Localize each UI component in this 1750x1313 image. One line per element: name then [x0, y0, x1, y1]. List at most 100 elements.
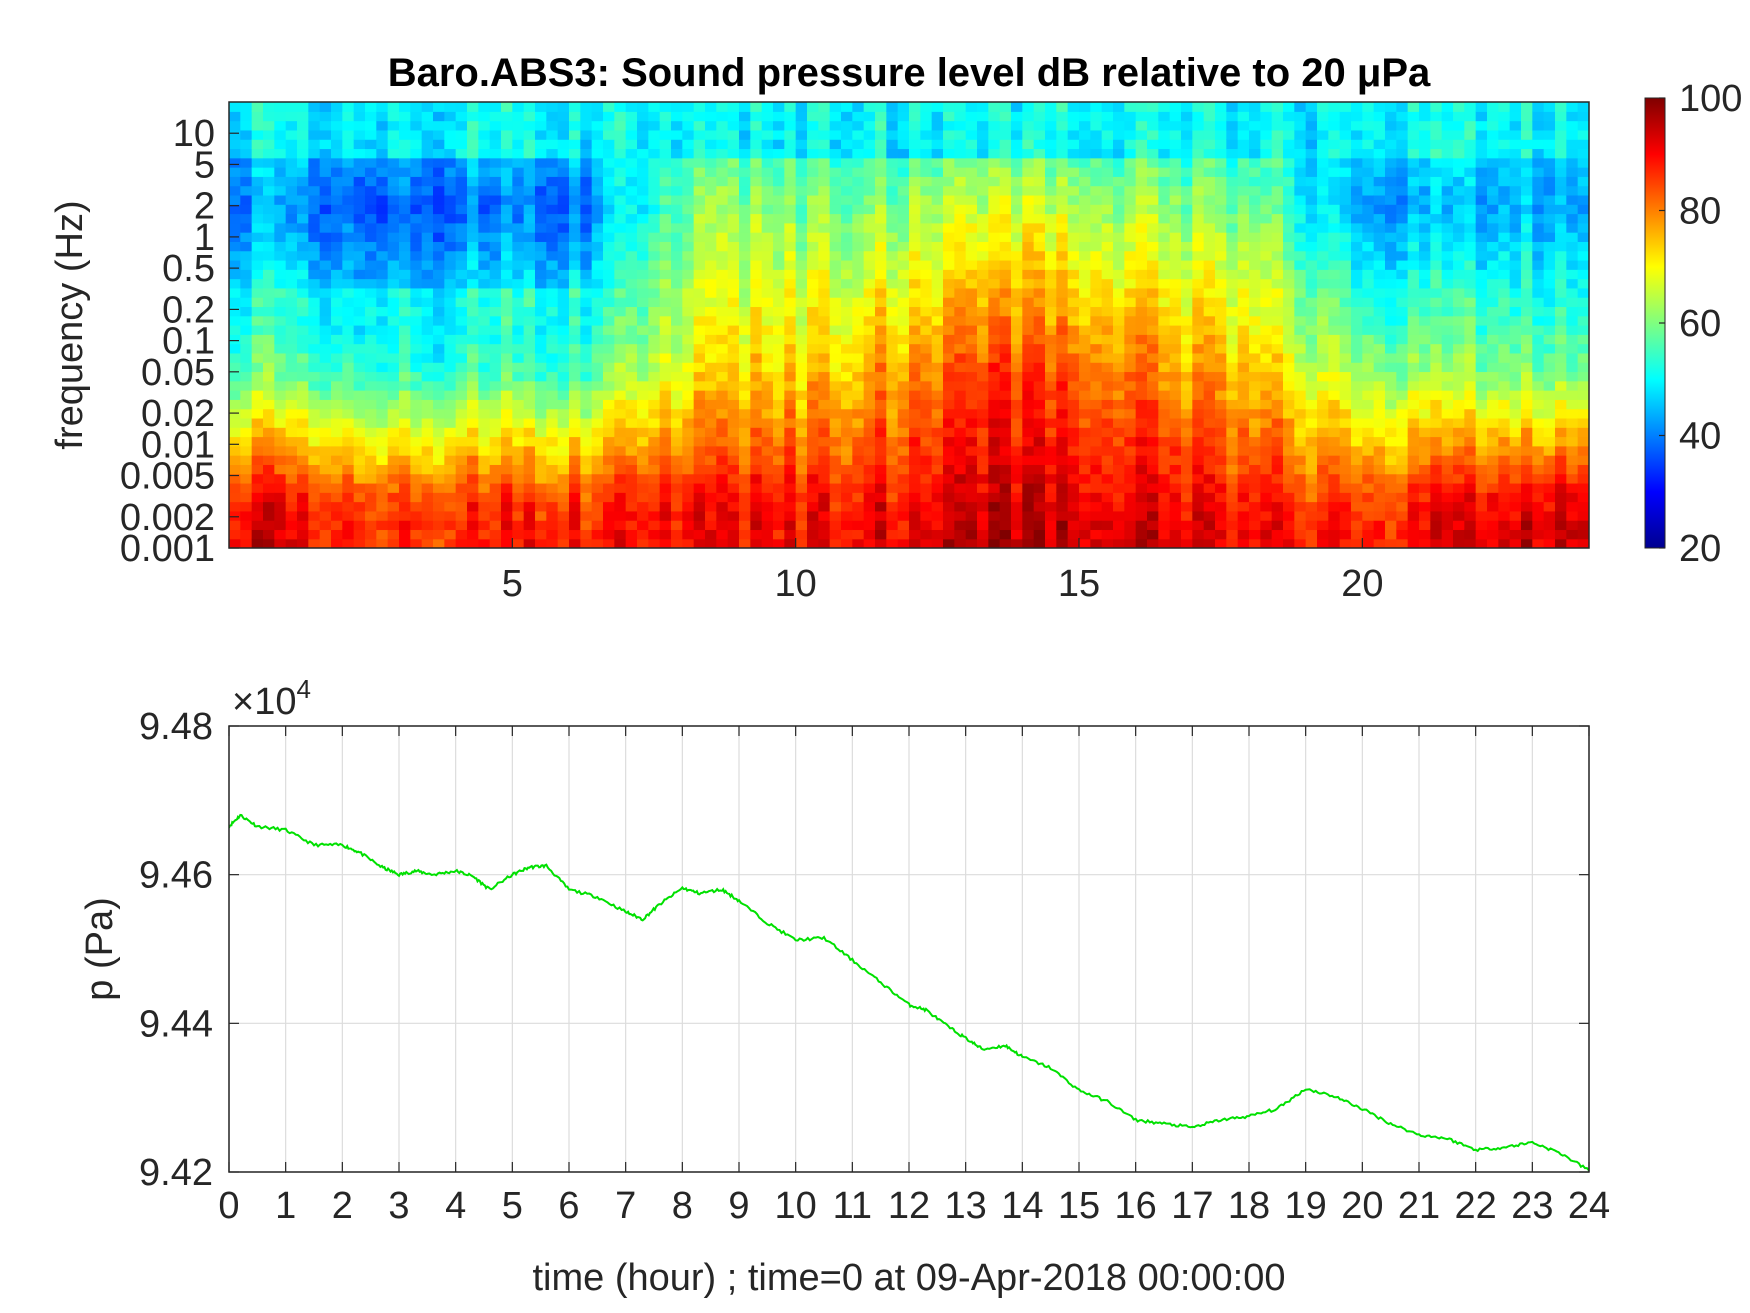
heatmap-cell — [897, 278, 910, 289]
heatmap-cell — [1135, 129, 1148, 140]
heatmap-cell — [965, 129, 978, 140]
heatmap-cell — [818, 148, 831, 159]
heatmap-cell — [1147, 222, 1159, 233]
heatmap-cell — [909, 510, 921, 521]
heatmap-cell — [523, 417, 536, 428]
heatmap-cell — [1226, 529, 1239, 540]
heatmap-cell — [1317, 427, 1329, 438]
heatmap-cell — [659, 157, 672, 168]
heatmap-cell — [489, 334, 502, 345]
heatmap-cell — [1158, 334, 1171, 345]
heatmap-cell — [1305, 185, 1318, 196]
heatmap-cell — [478, 213, 491, 224]
heatmap-cell — [421, 102, 434, 112]
heatmap-cell — [637, 334, 649, 345]
heatmap-cell — [863, 408, 876, 419]
heatmap-cell — [1079, 259, 1091, 270]
heatmap-cell — [591, 455, 604, 465]
heatmap-cell — [1215, 139, 1227, 150]
heatmap-cell — [625, 473, 638, 484]
heatmap-cell — [671, 492, 683, 503]
heatmap-cell — [1181, 501, 1193, 512]
heatmap-cell — [410, 157, 423, 168]
heatmap-cell — [410, 334, 423, 345]
heatmap-cell — [478, 269, 491, 280]
heatmap-cell — [920, 129, 933, 140]
heatmap-cell — [1283, 306, 1295, 317]
heatmap-cell — [455, 408, 468, 419]
heatmap-cell — [387, 482, 400, 493]
heatmap-cell — [319, 111, 332, 122]
heatmap-cell — [1101, 278, 1114, 289]
heatmap-cell — [943, 529, 955, 540]
heatmap-cell — [297, 297, 309, 308]
heatmap-cell — [297, 222, 309, 233]
heatmap-cell — [501, 510, 513, 521]
heatmap-cell — [1090, 334, 1103, 345]
heatmap-cell — [229, 204, 241, 215]
heatmap-cell — [659, 510, 672, 521]
heatmap-cell — [308, 455, 321, 465]
heatmap-cell — [251, 492, 264, 503]
heatmap-cell — [1294, 102, 1307, 112]
heatmap-cell — [625, 538, 638, 548]
heatmap-cell — [1158, 102, 1171, 112]
heatmap-cell — [682, 436, 695, 447]
heatmap-cell — [1203, 297, 1216, 308]
heatmap-cell — [1056, 157, 1069, 168]
heatmap-cell — [1090, 343, 1103, 354]
heatmap-cell — [399, 427, 411, 438]
heatmap-cell — [1237, 427, 1250, 438]
heatmap-cell — [920, 194, 933, 205]
heatmap-cell — [705, 501, 717, 512]
heatmap-cell — [863, 352, 876, 363]
heatmap-cell — [342, 445, 355, 456]
heatmap-cell — [727, 232, 740, 242]
heatmap-cell — [1011, 520, 1023, 531]
heatmap-cell — [773, 529, 785, 540]
heatmap-cell — [535, 445, 547, 456]
heatmap-cell — [1271, 538, 1284, 548]
heatmap-cell — [285, 269, 298, 280]
heatmap-cell — [387, 529, 400, 540]
heatmap-cell — [467, 399, 479, 410]
heatmap-cell — [387, 362, 400, 373]
heatmap-cell — [353, 334, 366, 345]
heatmap-cell — [886, 427, 899, 438]
heatmap-cell — [1260, 371, 1273, 382]
heatmap-cell — [637, 371, 649, 382]
heatmap-cell — [693, 371, 706, 382]
heatmap-cell — [852, 269, 865, 280]
heatmap-cell — [331, 250, 343, 261]
heatmap-cell — [591, 194, 604, 205]
heatmap-cell — [1407, 529, 1420, 540]
heatmap-cell — [455, 167, 468, 177]
heatmap-cell — [365, 157, 377, 168]
heatmap-cell — [376, 222, 389, 233]
heatmap-cell — [1362, 464, 1375, 475]
heatmap-cell — [1192, 111, 1205, 122]
heatmap-cell — [1022, 473, 1035, 484]
heatmap-cell — [1271, 380, 1284, 391]
heatmap-cell — [1339, 139, 1352, 150]
heatmap-cell — [739, 297, 751, 308]
heatmap-cell — [501, 315, 513, 326]
heatmap-cell — [977, 455, 989, 465]
heatmap-cell — [705, 399, 717, 410]
heatmap-cell — [399, 185, 411, 196]
heatmap-cell — [1169, 380, 1182, 391]
heatmap-cell — [852, 492, 865, 503]
heatmap-cell — [1203, 455, 1216, 465]
heatmap-cell — [444, 520, 457, 531]
heatmap-cell — [954, 232, 967, 242]
heatmap-cell — [648, 362, 661, 373]
heatmap-cell — [444, 445, 457, 456]
heatmap-cell — [659, 259, 672, 270]
heatmap-cell — [773, 297, 785, 308]
heatmap-cell — [1362, 102, 1375, 112]
heatmap-cell — [1045, 529, 1057, 540]
heatmap-cell — [818, 139, 831, 150]
heatmap-cell — [818, 464, 831, 475]
heatmap-cell — [931, 120, 944, 131]
heatmap-cell — [954, 157, 967, 168]
